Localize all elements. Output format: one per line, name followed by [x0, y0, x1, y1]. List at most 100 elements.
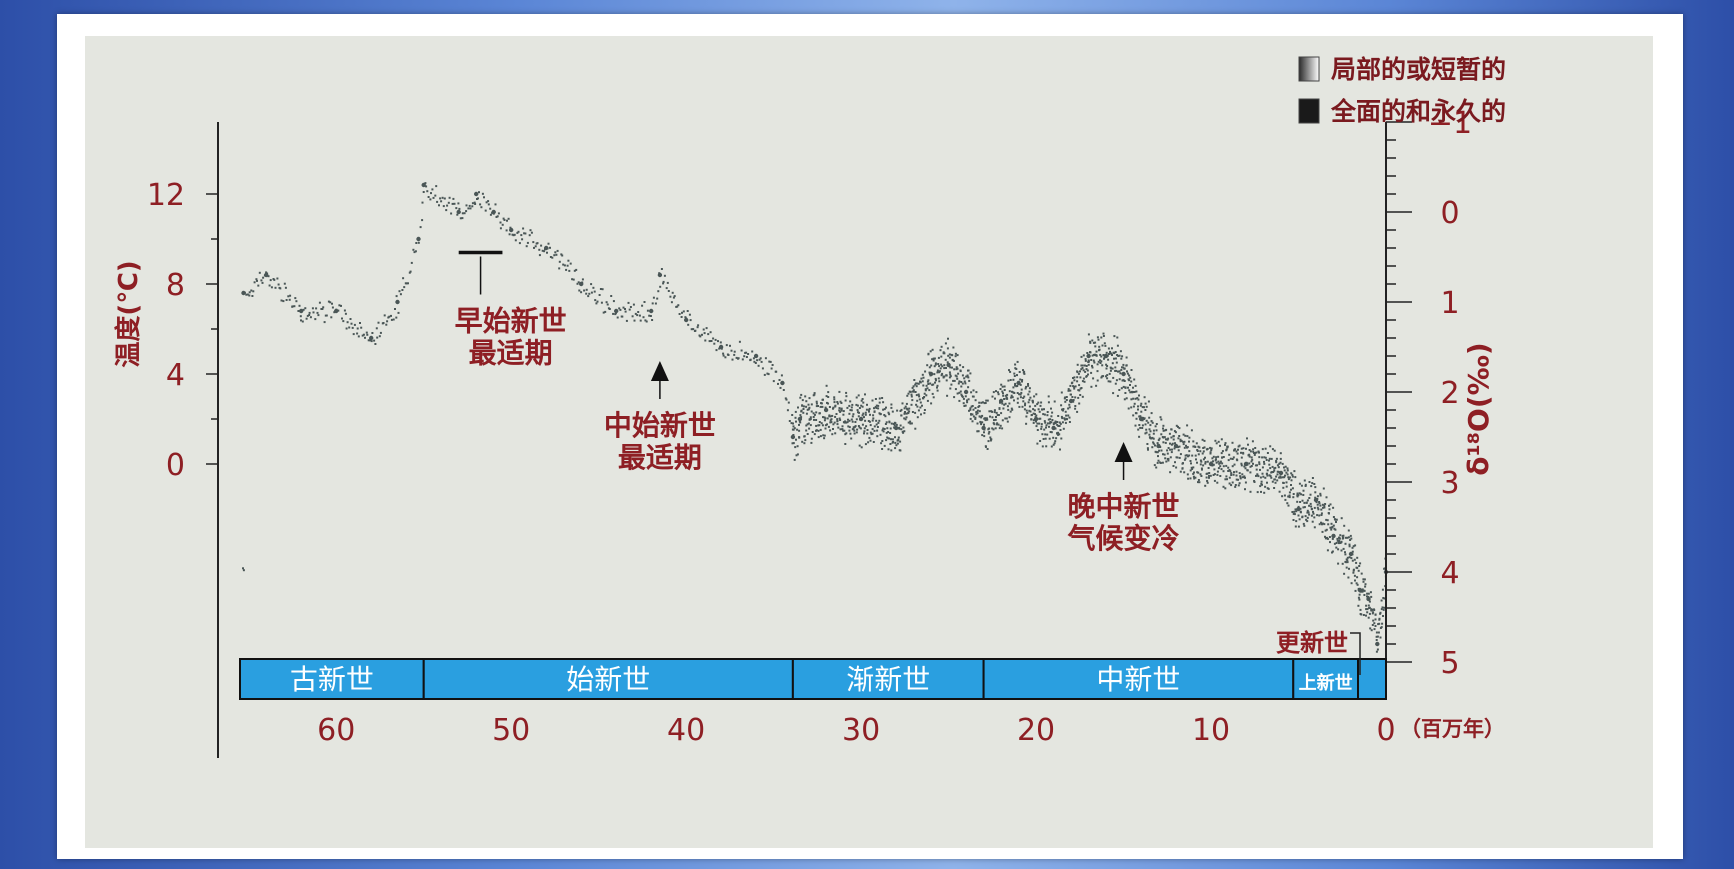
x-tick-label: 40: [667, 713, 705, 748]
data-point: [1172, 465, 1175, 467]
data-point: [1002, 407, 1005, 410]
data-point: [1213, 473, 1216, 476]
data-point: [833, 398, 836, 401]
data-point: [1195, 458, 1197, 461]
data-point: [1375, 635, 1378, 638]
data-point: [1157, 439, 1160, 442]
data-point: [869, 413, 871, 416]
data-point: [1333, 542, 1336, 545]
data-point: [1173, 430, 1176, 433]
data-point: [1114, 382, 1117, 385]
data-point: [1122, 366, 1125, 369]
data-point: [848, 412, 851, 415]
data-point: [928, 371, 934, 377]
x-tick-label: 0: [1376, 713, 1395, 748]
data-point: [1081, 367, 1084, 369]
data-point: [487, 203, 490, 206]
data-point: [956, 392, 959, 395]
data-point: [688, 313, 691, 316]
data-point: [1244, 481, 1247, 484]
data-point: [1194, 476, 1197, 479]
data-point: [921, 373, 924, 376]
data-point: [724, 356, 727, 359]
data-point: [1276, 473, 1279, 476]
data-point: [1174, 442, 1176, 445]
data-point: [1183, 471, 1186, 474]
data-point: [932, 383, 935, 386]
data-point: [1082, 354, 1085, 357]
data-point: [1340, 517, 1343, 520]
data-point: [880, 442, 883, 445]
data-point: [967, 369, 970, 372]
data-point: [878, 419, 881, 422]
data-point: [910, 403, 913, 406]
data-point: [1260, 480, 1263, 483]
data-point: [1304, 485, 1307, 487]
data-point: [1087, 360, 1090, 363]
data-point: [424, 182, 427, 185]
data-point: [1264, 485, 1267, 488]
data-point: [756, 359, 759, 362]
data-point: [270, 286, 273, 289]
data-point: [1061, 417, 1064, 420]
data-point: [1193, 471, 1195, 474]
data-point: [959, 369, 962, 372]
data-point: [752, 357, 755, 360]
data-point: [1033, 395, 1036, 398]
data-point: [602, 311, 605, 314]
data-point: [421, 201, 424, 204]
data-point: [610, 295, 613, 297]
data-point: [869, 431, 872, 434]
data-point: [245, 293, 248, 296]
data-point: [857, 415, 860, 418]
data-point: [1291, 511, 1294, 513]
data-point: [1220, 468, 1223, 471]
data-point: [1025, 409, 1028, 412]
data-point: [845, 395, 848, 398]
data-point: [1164, 441, 1167, 444]
data-point: [1225, 475, 1228, 478]
data-point: [923, 412, 926, 415]
data-point: [601, 288, 604, 291]
data-point: [1283, 494, 1286, 497]
data-point: [246, 293, 249, 296]
data-point: [1046, 414, 1049, 417]
data-point: [981, 425, 986, 431]
data-point: [596, 300, 599, 303]
data-point: [417, 241, 420, 244]
data-point: [1051, 425, 1056, 431]
data-point: [618, 307, 621, 310]
data-point: [985, 399, 988, 402]
data-point: [940, 345, 943, 348]
data-point: [912, 385, 915, 388]
data-point: [1035, 425, 1038, 428]
data-point: [1024, 404, 1026, 407]
data-point: [887, 411, 890, 414]
data-point: [1206, 460, 1209, 463]
data-point: [891, 410, 894, 413]
data-point: [1253, 452, 1255, 454]
delta-axis-label: δ¹⁸O(‰): [1462, 342, 1495, 475]
data-point: [737, 357, 740, 360]
data-point: [469, 207, 472, 210]
data-point: [904, 405, 907, 408]
data-point: [968, 409, 970, 412]
data-point: [1275, 461, 1278, 464]
data-point: [1151, 421, 1154, 424]
data-point: [1182, 441, 1185, 444]
data-point: [1329, 526, 1332, 529]
data-point: [1265, 459, 1268, 461]
data-point: [605, 301, 608, 304]
data-point: [864, 443, 867, 446]
data-point: [792, 422, 794, 425]
data-point: [264, 272, 269, 278]
data-point: [1348, 556, 1351, 559]
data-point: [1206, 447, 1209, 450]
data-point: [985, 417, 988, 420]
data-point: [1009, 410, 1012, 413]
data-point: [485, 201, 488, 204]
data-point: [1367, 604, 1370, 607]
data-point: [1116, 344, 1119, 347]
data-point: [983, 435, 986, 438]
data-point: [1008, 402, 1011, 405]
